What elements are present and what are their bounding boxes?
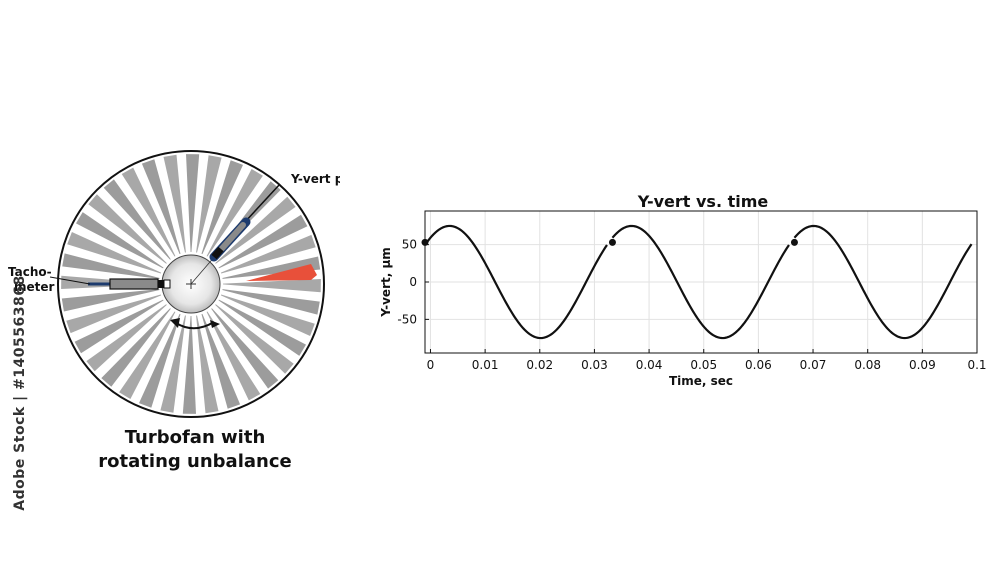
tacho-pulse-marker	[608, 238, 616, 246]
y-vert-probe	[209, 183, 281, 262]
fan-blade	[101, 308, 171, 387]
tacho-label-line2: meter	[14, 280, 55, 294]
fan-blade	[62, 253, 160, 279]
fan-blade	[218, 214, 308, 269]
x-tick-label: 0.03	[581, 358, 608, 372]
chart-title: Y-vert vs. time	[637, 192, 769, 211]
x-tick-label: 0.08	[854, 358, 881, 372]
fan-blade	[220, 234, 316, 274]
fan-blade	[211, 308, 279, 389]
fan-blade	[206, 169, 263, 257]
y-vert-time-chart: Y-vert vs. time 0 0.01 0.02 0.03 0.04 0.05 0.0…	[379, 192, 987, 388]
fan-blade	[196, 315, 219, 414]
fan-blade	[206, 311, 261, 401]
fan-blade	[139, 313, 181, 408]
x-tick-label: 0.07	[800, 358, 827, 372]
caption-line-2: rotating unbalance	[98, 451, 292, 472]
rotation-arrow-icon	[170, 318, 220, 330]
chart-series	[424, 224, 973, 340]
caption-line-1: Turbofan with	[124, 427, 266, 448]
fan-blade	[222, 256, 321, 279]
unbalance-marker	[246, 264, 317, 281]
fan-blade	[119, 311, 176, 399]
chart-grid	[425, 211, 978, 353]
fan-blade	[201, 313, 241, 409]
tacho-leader	[49, 276, 91, 285]
fan-blade	[88, 194, 167, 264]
x-tick-label: 0.04	[636, 358, 663, 372]
fan-blade	[74, 299, 164, 354]
turbofan-diagram: Y-vert probe Tacho- meter	[8, 150, 340, 418]
x-tick-label: 0.09	[909, 358, 936, 372]
fan-blade	[201, 160, 243, 255]
x-tick-label: 0.06	[745, 358, 772, 372]
fan-blade	[220, 294, 315, 336]
fan-blade	[67, 232, 162, 274]
series-line-segment	[424, 224, 608, 340]
y-axis-ticks: -50 0 50	[397, 238, 429, 326]
fan-blade	[160, 315, 186, 413]
tacho-label-line1: Tacho-	[8, 265, 52, 279]
x-tick-label: 0.02	[526, 358, 553, 372]
stock-watermark: Adobe Stock | #1405563868	[12, 275, 28, 511]
fan-blade	[76, 212, 164, 269]
y-tick-label: 50	[402, 238, 417, 252]
fan-blade	[222, 289, 320, 315]
fan-blade	[163, 154, 186, 253]
fan-blade	[186, 154, 200, 252]
series-line-segment	[611, 224, 790, 340]
x-tick-label: 0.01	[472, 358, 499, 372]
fan-blade	[141, 159, 181, 255]
fan-blade	[66, 294, 162, 334]
tachometer	[88, 278, 171, 290]
y-tick-label: 0	[409, 275, 417, 289]
fan-blade	[215, 304, 294, 374]
fan-caption: Turbofan with rotating unbalance	[60, 426, 330, 474]
fan-blade	[86, 304, 167, 372]
x-tick-label: 0.1	[967, 358, 986, 372]
x-axis-ticks: 0 0.01 0.02 0.03 0.04 0.05 0.06 0.07 0.08 0.09 0.1	[427, 349, 987, 372]
fan-blade	[196, 155, 222, 253]
fan-blade	[103, 179, 171, 260]
fan-blade	[182, 316, 196, 414]
fan-blades	[61, 154, 321, 414]
tacho-pulse-marker	[790, 238, 798, 246]
x-tick-label: 0	[427, 358, 435, 372]
fan-blade	[218, 299, 306, 356]
x-tick-label: 0.05	[690, 358, 717, 372]
y-axis-label: Y-vert, μm	[379, 247, 393, 318]
fan-blade	[223, 279, 321, 293]
x-axis-label: Time, sec	[669, 374, 733, 388]
series-line-segment	[793, 224, 973, 340]
fan-blade	[121, 167, 176, 257]
fan-blade	[61, 289, 160, 312]
fan-blade	[215, 196, 296, 264]
y-tick-label: -50	[397, 312, 417, 326]
probe-label: Y-vert probe	[290, 172, 340, 186]
